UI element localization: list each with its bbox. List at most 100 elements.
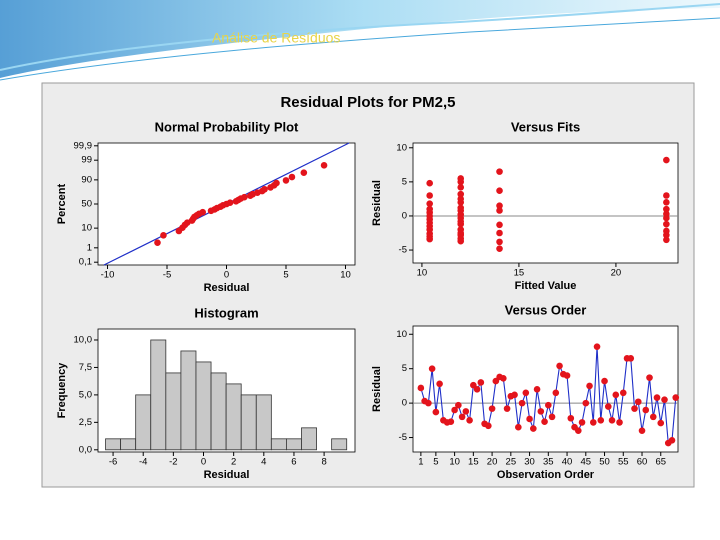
point (432, 408, 440, 416)
point (657, 419, 665, 427)
point (627, 355, 635, 362)
point (496, 229, 503, 237)
point (428, 365, 436, 372)
header-stroke (0, 17, 720, 81)
x-tick-label: 30 (524, 457, 535, 468)
point (631, 405, 638, 412)
chart-title: Normal Probability Plot (155, 119, 299, 134)
bar (331, 438, 348, 451)
x-tick-label: 10 (417, 268, 428, 279)
point (608, 417, 616, 424)
point (488, 405, 496, 412)
x-tick-label: 60 (637, 457, 648, 468)
x-tick-label: 50 (599, 457, 610, 468)
y-tick-label: 1 (87, 242, 92, 253)
point (541, 418, 548, 426)
x-tick-label: 15 (468, 457, 479, 468)
point (496, 187, 503, 195)
point (425, 399, 432, 407)
point (426, 200, 433, 207)
y-tick-label: 7,5 (79, 362, 92, 373)
point (589, 419, 597, 426)
bar (195, 361, 212, 451)
point (663, 227, 670, 235)
point (300, 169, 308, 176)
point (473, 386, 481, 393)
point (485, 422, 492, 430)
point (496, 238, 503, 246)
point (663, 220, 670, 228)
point (451, 406, 458, 414)
point (668, 436, 676, 444)
point (663, 236, 670, 244)
plot-area (412, 142, 679, 264)
x-tick-label: 10 (449, 457, 460, 468)
y-tick-label: 5,0 (79, 389, 92, 400)
point (663, 192, 670, 199)
x-tick-label: 45 (581, 457, 592, 468)
x-tick-label: 6 (291, 457, 296, 468)
point (663, 199, 670, 206)
point (457, 204, 465, 212)
x-tick-label: 1 (418, 457, 423, 468)
point (282, 177, 290, 184)
point (616, 419, 623, 426)
point (426, 179, 433, 187)
point (597, 417, 605, 424)
point (586, 382, 593, 390)
point (457, 175, 465, 182)
point (477, 379, 485, 386)
point (466, 417, 473, 424)
bar (135, 394, 152, 451)
y-tick-label: 10 (396, 329, 407, 340)
x-tick-label: 25 (506, 457, 517, 468)
point (530, 425, 537, 432)
bar (225, 383, 242, 451)
y-tick-label: 0 (402, 210, 407, 221)
x-tick-label: 4 (261, 457, 266, 468)
x-tick-label: -5 (163, 270, 171, 281)
point (515, 423, 522, 431)
x-tick-label: 2 (231, 457, 236, 468)
point (496, 168, 503, 175)
plot-area (412, 325, 679, 453)
x-tick-label: 65 (655, 457, 666, 468)
point (522, 389, 530, 397)
point (567, 414, 575, 422)
point (653, 394, 661, 401)
y-tick-label: 5 (402, 363, 407, 374)
point (646, 374, 653, 381)
point (160, 232, 167, 239)
point (241, 193, 248, 201)
x-tick-label: 0 (201, 457, 206, 468)
x-axis-label: Observation Order (497, 469, 595, 481)
point (496, 221, 503, 229)
chart-title: Versus Order (505, 302, 587, 317)
chart-title: Histogram (194, 305, 258, 320)
y-axis-label: Percent (56, 183, 68, 224)
point (593, 343, 601, 350)
point (261, 185, 268, 193)
point (436, 380, 443, 388)
point (455, 401, 462, 409)
y-tick-label: 2,5 (79, 417, 92, 428)
bar (105, 438, 122, 451)
y-tick-label: 0,1 (79, 257, 92, 268)
x-tick-label: 5 (283, 270, 288, 281)
bar (150, 339, 167, 451)
point (563, 372, 571, 379)
point (574, 427, 582, 434)
point (612, 391, 620, 399)
point (663, 156, 670, 164)
x-tick-label: 8 (321, 457, 326, 468)
point (552, 389, 560, 397)
point (426, 205, 433, 213)
y-tick-label: 99,9 (74, 140, 93, 151)
point (663, 205, 670, 213)
point (619, 389, 627, 397)
point (533, 386, 541, 393)
point (457, 195, 465, 203)
y-tick-label: 0,0 (79, 444, 92, 455)
bar (240, 394, 257, 451)
point (548, 413, 556, 421)
